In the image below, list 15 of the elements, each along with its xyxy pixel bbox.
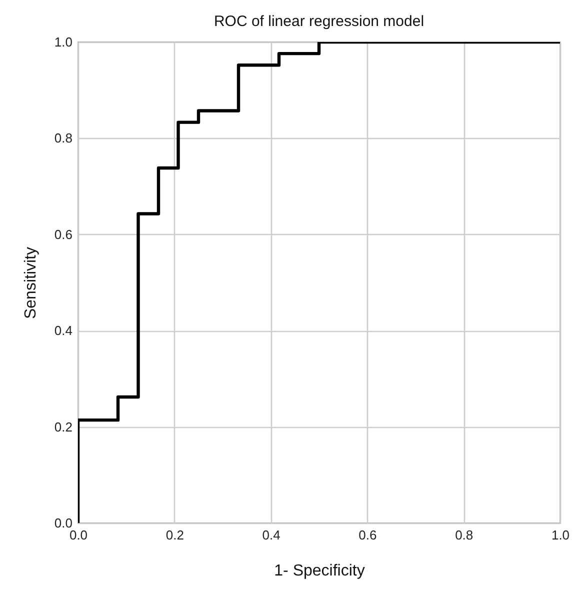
x-axis-title: 1- Specificity — [274, 562, 365, 580]
y-tick-label: 1.0 — [54, 34, 72, 50]
x-tick-label: 1.0 — [551, 528, 570, 542]
y-tick-label: 0.4 — [54, 323, 72, 338]
chart-title: ROC of linear regression model — [214, 13, 424, 30]
y-tick-label: 0.8 — [54, 130, 72, 146]
x-tick-label: 0.2 — [166, 528, 184, 542]
x-tick-label: 0.8 — [455, 528, 474, 542]
x-tick-label: 0.6 — [358, 528, 377, 542]
y-axis-title: Sensitivity — [22, 246, 40, 320]
y-tick-label: 0.0 — [54, 516, 72, 530]
y-tick-label: 0.2 — [54, 419, 72, 434]
x-tick-label: 0.4 — [262, 528, 280, 542]
y-tick-label: 0.6 — [54, 226, 72, 242]
x-tick-label: 0.0 — [69, 528, 88, 542]
